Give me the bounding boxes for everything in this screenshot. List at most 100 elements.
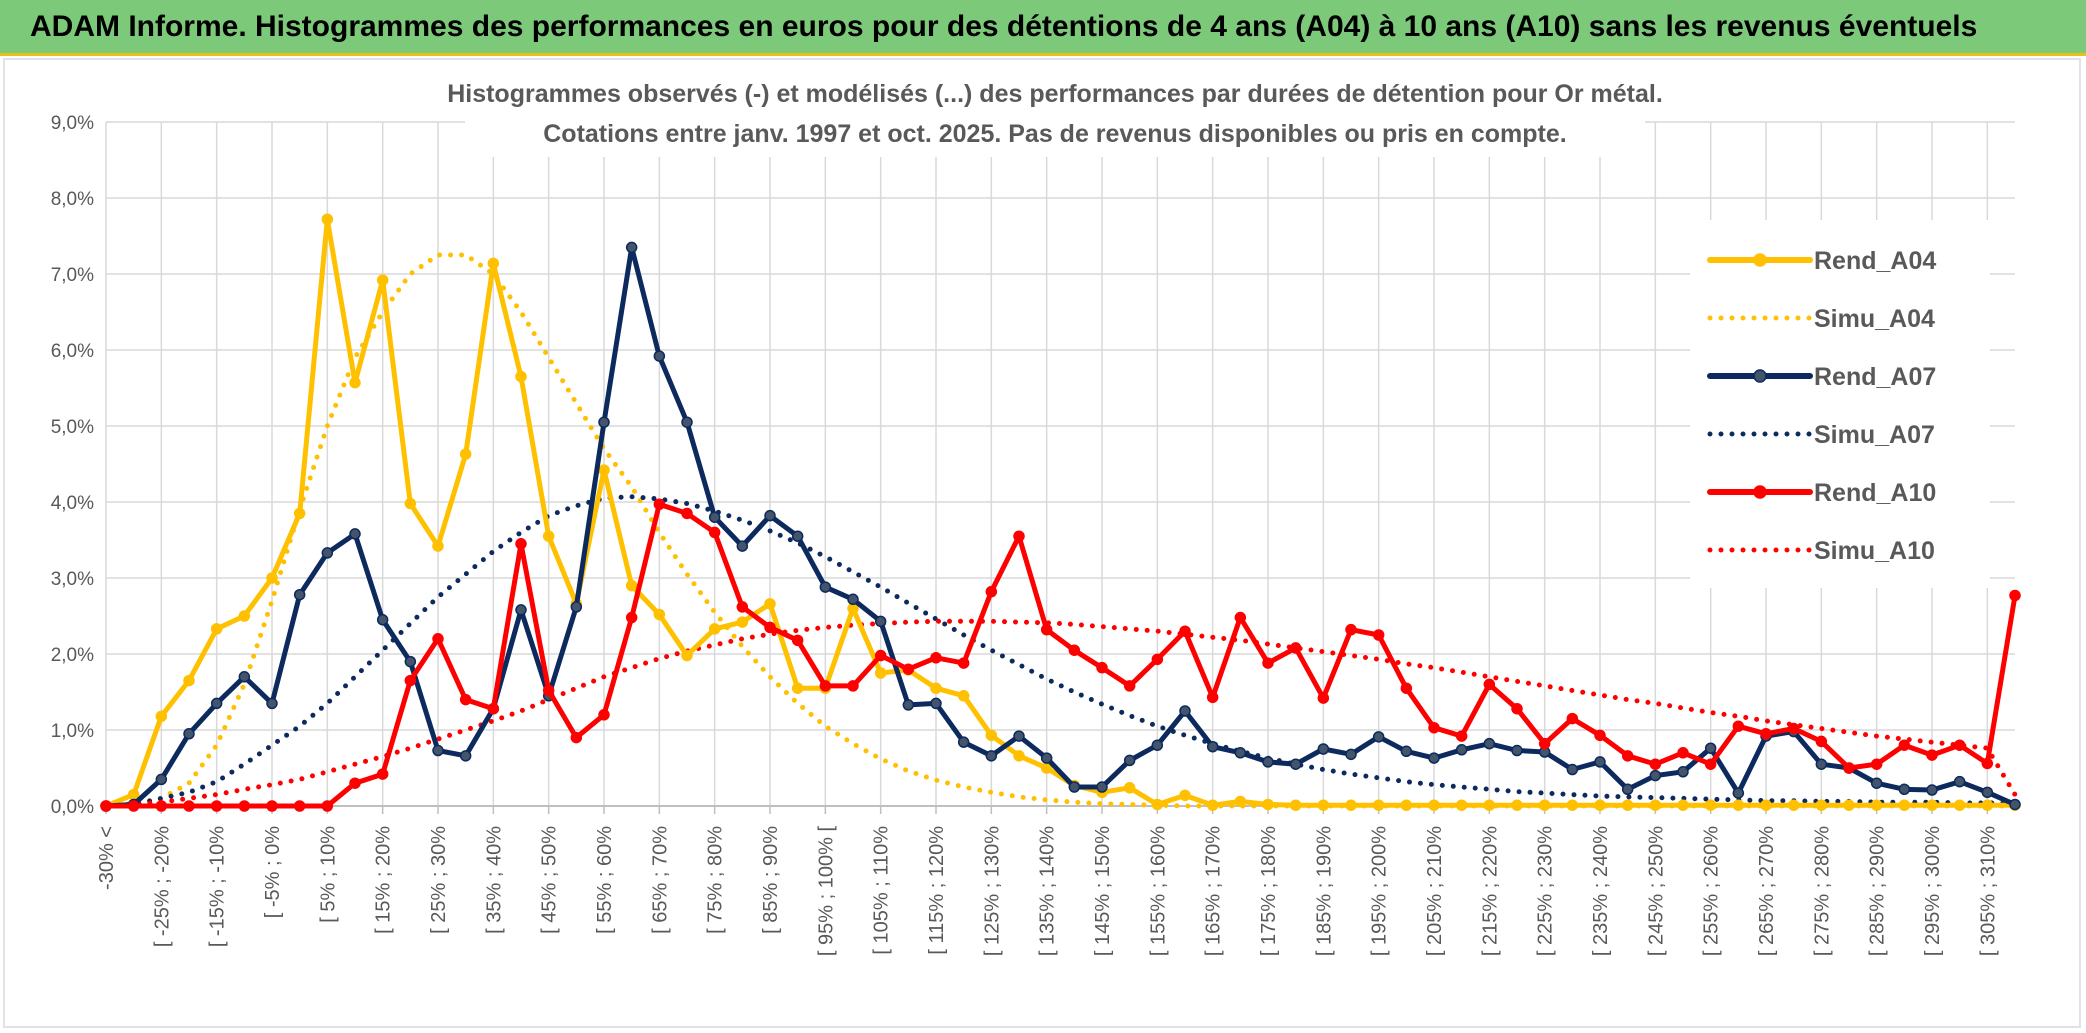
data-point [1428,721,1440,734]
data-point [1566,712,1579,725]
y-tick-label: 9,0% [51,113,94,134]
y-tick-label: 8,0% [51,189,94,210]
y-tick-label: 2,0% [51,645,94,666]
data-point [847,680,859,692]
data-point [183,728,195,740]
x-tick-label: [ 25% ; 30% [428,826,450,934]
data-point [349,528,361,540]
data-point [1649,799,1662,811]
data-point [238,800,251,812]
data-point [985,750,998,762]
data-point [266,697,278,710]
data-point [1953,799,1966,811]
y-tick-label: 3,0% [51,569,94,590]
data-point [1566,763,1579,776]
data-point [1898,783,1911,796]
data-point [1815,799,1828,811]
data-point [1926,749,1938,761]
data-point [736,540,749,552]
data-point [1594,729,1606,742]
data-point [874,615,887,628]
header-banner: ADAM Informe. Histogrammes des performan… [0,0,2086,56]
data-point [930,682,942,694]
data-point [1179,625,1191,637]
series-line-simu-a10 [103,618,2018,809]
x-tick-label: [ 235% ; 240% [1590,826,1612,956]
x-tick-label: [ -15% ; -10% [207,826,229,947]
grid [105,121,2015,807]
legend-label: Simu_A04 [1814,305,1935,333]
x-tick-label: -30% < [96,826,118,890]
data-point [1787,799,1800,811]
data-point [791,634,804,647]
x-tick-label: [ -25% ; -20% [151,826,173,947]
data-point [1428,799,1440,811]
data-point [736,601,749,613]
legend-label: Rend_A10 [1814,479,1936,507]
x-tick-label: [ 305% ; 310% [1977,826,1999,956]
data-point [1677,747,1689,759]
data-point [1123,782,1136,794]
data-point [1732,799,1745,811]
data-point [847,593,859,606]
data-point [764,621,776,634]
data-point [1206,799,1219,811]
data-point [653,608,666,621]
data-point [653,498,666,511]
data-point [210,623,223,635]
data-point [902,663,915,675]
x-tick-label: [ 205% ; 210% [1424,826,1446,956]
data-point [1234,795,1247,808]
series-line-rend-a10 [103,501,2018,809]
data-point [1040,752,1053,764]
data-point [1372,731,1385,743]
data-point [1151,653,1164,666]
data-point [625,611,638,624]
data-point [487,702,500,715]
data-point [1151,739,1164,751]
chart-title-line-2: Cotations entre janv. 1997 et oct. 2025.… [543,120,1566,148]
data-point [293,800,306,812]
data-point [1262,756,1274,768]
x-tick-label: [ 125% ; 130% [981,826,1003,956]
data-point [293,588,306,601]
data-point [432,744,444,757]
data-point [1649,769,1662,782]
data-point [681,649,693,662]
data-point [155,710,168,723]
data-point [1179,705,1191,717]
x-tick-label: [ 295% ; 300% [1922,826,1944,956]
data-point [1677,766,1689,778]
data-point [653,350,666,362]
axes: 0,0% 1,0% 2,0% 3,0% 4,0% 5,0% 6,0% 7,0% 8,0% 9,0%… [51,113,2015,956]
data-point [1870,758,1883,770]
data-point [1234,747,1247,759]
data-point [1483,799,1496,811]
data-point [1843,762,1855,774]
data-point [957,736,970,748]
data-point [1760,728,1772,740]
x-tick-label: [ 175% ; 180% [1258,826,1280,956]
data-point [321,800,334,812]
data-point [902,699,915,711]
data-point [1262,657,1274,669]
x-tick-label: [ -5% ; 0% [262,826,284,918]
data-point [1483,678,1496,691]
data-point [1317,799,1330,811]
data-point [1179,789,1191,802]
x-tick-label: [ 155% ; 160% [1147,826,1169,956]
data-point [819,581,832,593]
y-tick-label: 1,0% [51,721,94,742]
data-point [1898,799,1911,811]
data-point [1760,799,1772,811]
data-point [404,674,417,687]
data-point [1511,799,1523,811]
data-point [1317,692,1330,704]
data-point [1040,623,1053,636]
data-point [1289,642,1302,654]
x-tick-label: [ 245% ; 250% [1645,826,1667,956]
x-tick-label: [ 275% ; 280% [1811,826,1833,956]
data-point [515,370,527,383]
data-point [238,671,251,683]
histogram-chart: 0,0% 1,0% 2,0% 3,0% 4,0% 5,0% 6,0% 7,0% 8,0% 9,0%… [51,65,2021,956]
